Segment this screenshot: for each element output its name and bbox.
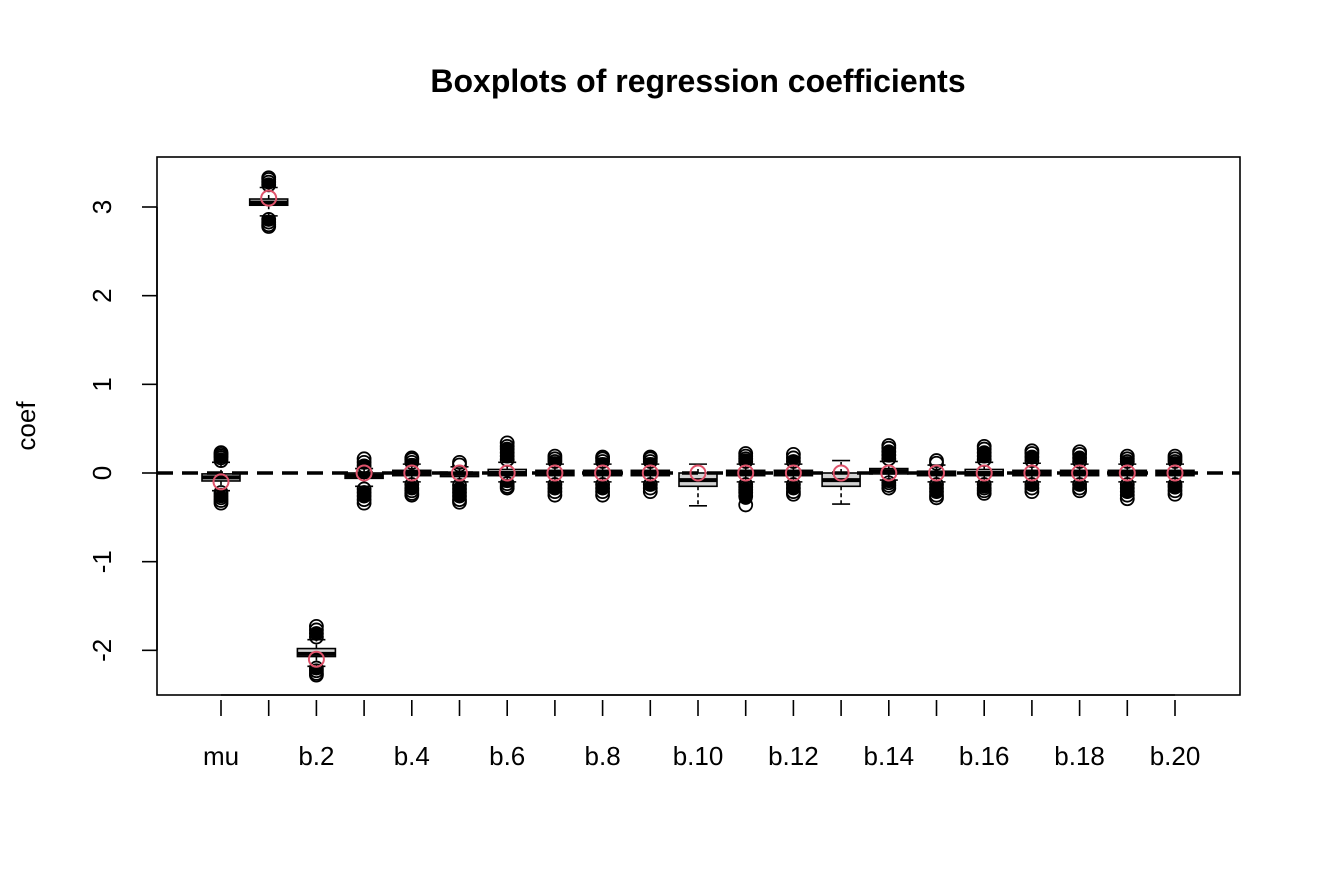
y-tick-label: -1 xyxy=(87,550,117,573)
y-tick-label: 2 xyxy=(87,288,117,302)
outlier-cluster-lower xyxy=(930,482,944,498)
outlier-cluster-upper xyxy=(643,457,657,464)
outlier-cluster-upper xyxy=(739,453,753,464)
box-b.11 xyxy=(727,447,765,511)
x-tick-label: mu xyxy=(203,741,239,771)
outlier-cluster-upper xyxy=(548,456,562,464)
box-b.5 xyxy=(441,456,479,509)
y-tick-label: -2 xyxy=(87,639,117,662)
outlier-cluster-lower xyxy=(262,216,276,227)
outlier-cluster-upper xyxy=(1073,452,1087,464)
box-b.1 xyxy=(250,171,288,233)
outlier-cluster-lower xyxy=(1168,482,1182,494)
outlier-cluster-lower xyxy=(977,482,991,494)
outlier-cluster-upper xyxy=(596,457,610,464)
box-b.10 xyxy=(679,464,717,506)
box-b.20 xyxy=(1156,450,1194,501)
plot-frame xyxy=(157,157,1240,695)
box-b.13 xyxy=(822,461,860,504)
outlier-cluster-lower xyxy=(596,482,610,495)
box-b.4 xyxy=(393,451,431,501)
outlier-cluster-lower xyxy=(357,486,371,503)
x-tick-label: b.10 xyxy=(673,741,724,771)
outlier-cluster-lower xyxy=(739,482,753,505)
box-mu xyxy=(202,446,240,510)
x-tick-label: b.6 xyxy=(489,741,525,771)
x-tick-label: b.4 xyxy=(394,741,430,771)
y-axis-label: coef xyxy=(11,401,41,451)
chart-title: Boxplots of regression coefficients xyxy=(430,63,965,99)
outlier-cluster-upper xyxy=(882,446,896,462)
box-b.19 xyxy=(1108,450,1146,506)
outlier-cluster-upper xyxy=(405,458,419,464)
x-tick-label: b.14 xyxy=(863,741,914,771)
outlier-cluster-upper xyxy=(500,443,514,463)
outlier-cluster-upper xyxy=(977,446,991,462)
outlier-cluster-lower xyxy=(405,482,419,495)
box-b.18 xyxy=(1061,445,1099,497)
outlier-cluster-lower xyxy=(1025,482,1039,492)
boxes xyxy=(202,171,1194,681)
box-b.7 xyxy=(536,450,574,502)
y-axis: -2 -1 0 1 2 3 xyxy=(87,200,157,662)
outlier-cluster-upper xyxy=(1168,456,1182,464)
outlier-cluster-upper xyxy=(214,453,228,463)
outlier-cluster-lower xyxy=(786,482,800,494)
outlier-cluster-lower xyxy=(548,482,562,495)
y-tick-label: 1 xyxy=(87,377,117,391)
x-tick-label: b.20 xyxy=(1150,741,1201,771)
x-tick-label: b.2 xyxy=(298,741,334,771)
box-b.8 xyxy=(584,451,622,502)
outlier-cluster-lower xyxy=(643,482,657,492)
x-tick-label: b.12 xyxy=(768,741,819,771)
true-value-markers xyxy=(214,191,1183,667)
box-b.14 xyxy=(870,439,908,495)
outlier-cluster-lower xyxy=(500,482,514,488)
outlier-cluster-lower xyxy=(1073,482,1087,491)
outlier-cluster-lower xyxy=(453,482,467,502)
x-tick-label: b.16 xyxy=(959,741,1010,771)
x-axis: mu b.2 b.4 b.6 b.8 b.10 b.12 b.14 b.16 b.18 b.20 xyxy=(203,695,1200,771)
outlier-cluster-upper xyxy=(262,178,276,188)
outlier-cluster-lower xyxy=(1120,482,1134,499)
outlier-cluster-upper xyxy=(1120,456,1134,464)
box-b.17 xyxy=(1013,444,1051,498)
y-tick-label: 3 xyxy=(87,200,117,214)
x-tick-label: b.18 xyxy=(1054,741,1105,771)
x-tick-label: b.8 xyxy=(585,741,621,771)
box-b.16 xyxy=(965,440,1003,500)
outlier-cluster-lower xyxy=(214,491,228,503)
box-b.15 xyxy=(918,454,956,504)
y-tick-label: 0 xyxy=(87,466,117,480)
outlier-cluster-upper xyxy=(786,454,800,464)
outlier-cluster-upper xyxy=(1025,451,1039,463)
outlier-cluster-upper xyxy=(309,626,323,639)
